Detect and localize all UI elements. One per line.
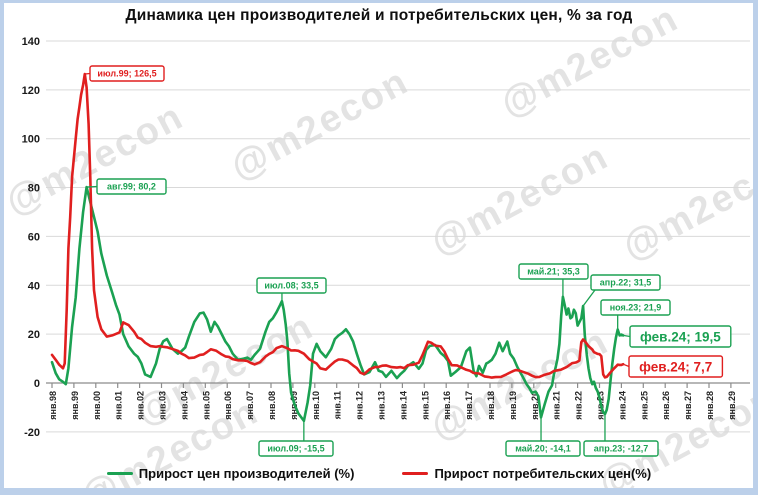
annotation-label: июл.09; -15,5 [267,444,324,454]
x-tick-label: янв.19 [508,391,518,420]
y-tick-label: 60 [28,231,40,243]
annotation-label: фев.24; 7,7 [639,359,712,374]
chart-title: Динамика цен производителей и потребител… [125,7,633,24]
annotation-label: июл.08; 33,5 [264,281,318,291]
annotation-label: апр.23; -12,7 [594,444,648,454]
legend-item-consumer: Прирост потребительских цен(%) [402,466,651,481]
annotation-box [600,299,671,316]
producer-price-line [50,185,625,423]
grid-layer: 140 120 100 80 60 40 20 0 -20 [22,36,750,439]
annotation-leader [582,289,596,307]
x-tick-label: янв.10 [311,391,321,420]
annotation-box [518,263,589,280]
annotation-leader [622,363,630,368]
annotation-label: фев.24; 19,5 [640,329,721,344]
x-tick-label: янв.22 [574,391,584,420]
axis-layer: янв.98 янв.99 янв.00 янв.01 янв.02 янв.03 янв.… [46,382,750,420]
x-tick-label: янв.03 [158,391,168,420]
annotation-box [505,440,581,457]
chart-legend: Прирост цен производителей (%) Прирост п… [0,466,758,481]
legend-item-producer: Прирост цен производителей (%) [106,466,355,481]
x-tick-label: янв.26 [661,391,671,420]
annotation-box [256,277,327,294]
frame-border-left [0,0,4,495]
x-tick-label: янв.06 [223,391,233,420]
x-tick-label: янв.01 [114,391,124,420]
consumer-price-line [50,72,625,379]
y-tick-label: 120 [22,85,40,97]
annotation-layer: июл.99; 126,5 авг.99; 80,2 июл.08; 33,5 май… [84,65,732,457]
x-tick-label: янв.11 [333,391,343,419]
annotation-leader [86,185,98,188]
consumer-legend-label: Прирост потребительских цен(%) [434,466,652,481]
x-tick-label: янв.12 [355,391,365,420]
x-tick-label: янв.20 [530,391,540,420]
annotation-box [590,274,661,291]
annotation-label: апр.22; 31,5 [600,278,651,288]
y-tick-label: 140 [22,36,40,48]
x-tick-label: янв.27 [683,391,693,420]
x-tick-label: янв.24 [617,391,627,420]
annotation-label: авг.99; 80,2 [107,182,156,192]
x-tick-label: янв.07 [245,391,255,420]
x-tick-label: янв.25 [639,391,649,420]
annotation-box [629,325,732,348]
y-tick-label: -20 [24,427,40,439]
annotation-box [258,440,334,457]
y-tick-label: 20 [28,329,40,341]
x-tick-label: янв.00 [92,391,102,420]
y-tick-label: 0 [34,378,40,390]
x-tick-label: янв.28 [705,391,715,420]
x-tick-label: янв.08 [267,391,277,420]
frame-border-top [0,0,758,3]
series-layer [50,72,625,423]
annotation-label: май.21; 35,3 [527,267,580,277]
y-tick-label: 100 [22,134,40,146]
y-tick-label: 40 [28,280,40,292]
annotation-box [96,178,167,195]
consumer-legend-dash [402,471,429,476]
producer-legend-dash [106,471,133,476]
frame-border-bottom [0,488,758,495]
x-tick-label: янв.13 [377,391,387,420]
x-tick-label: янв.98 [48,391,58,420]
annotation-box [583,440,659,457]
x-tick-label: янв.16 [442,391,452,420]
x-tick-label: янв.18 [486,391,496,420]
annotation-label: май.20; -14,1 [515,444,571,454]
annotation-box [628,355,724,378]
x-tick-label: янв.17 [464,391,474,420]
x-tick-label: янв.15 [420,391,430,420]
annotation-leader [623,334,631,338]
x-tick-label: янв.99 [70,391,80,420]
annotation-label: ноя.23; 21,9 [610,303,662,313]
y-tick-label: 80 [28,183,40,195]
x-tick-label: янв.21 [552,391,562,420]
x-tick-label: янв.04 [179,391,189,420]
x-tick-label: янв.14 [398,391,408,420]
x-tick-label: янв.29 [727,391,737,420]
annotation-box [89,65,165,82]
x-tick-label: янв.02 [136,391,146,420]
x-tick-label: янв.05 [201,391,211,420]
producer-legend-label: Прирост цен производителей (%) [138,466,355,481]
annotation-label: июл.99; 126,5 [97,69,156,79]
frame-border-right [753,0,758,495]
